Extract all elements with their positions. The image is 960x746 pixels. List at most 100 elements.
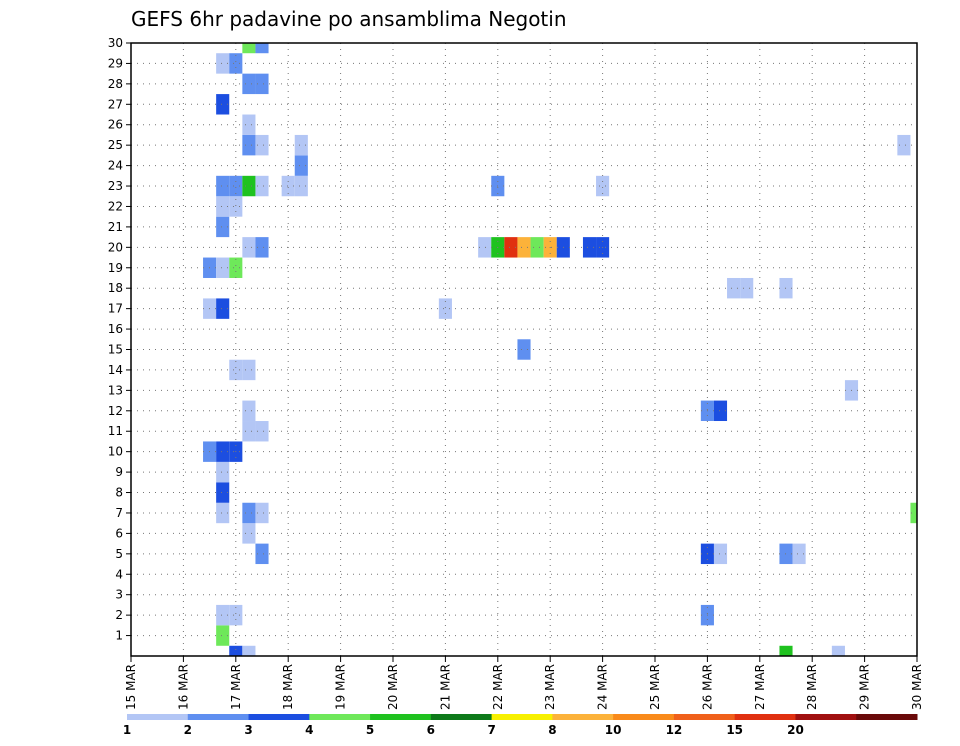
- heatmap-cell: [255, 237, 269, 258]
- heatmap-cell: [255, 421, 269, 442]
- y-tick-label: 10: [108, 445, 123, 459]
- heatmap-cell: [517, 339, 531, 360]
- heatmap-cells: [203, 43, 917, 656]
- legend-label: 10: [605, 723, 622, 737]
- heatmap-cell: [216, 625, 230, 646]
- color-legend: 1 2 3 4 5 6 7 8 10 12 15 20: [123, 714, 918, 737]
- legend-swatch: [127, 714, 189, 720]
- x-tick-label: 23 MAR: [543, 664, 557, 710]
- legend-label: 5: [366, 723, 374, 737]
- y-tick-label: 18: [108, 281, 123, 295]
- y-tick-label: 15: [108, 343, 123, 357]
- heatmap-cell: [255, 502, 269, 524]
- y-tick-label: 26: [108, 118, 123, 132]
- y-tick-label: 16: [108, 322, 123, 336]
- y-tick-label: 27: [108, 97, 123, 111]
- heatmap-cell: [740, 277, 754, 299]
- heatmap-cell: [216, 94, 230, 115]
- x-tick-label: 22 MAR: [491, 664, 505, 710]
- heatmap-cell: [910, 502, 917, 524]
- legend-label: 20: [787, 723, 804, 737]
- y-tick-label: 7: [115, 506, 123, 520]
- heatmap-cell: [255, 73, 269, 95]
- x-tick-label: 25 MAR: [648, 664, 662, 710]
- heatmap-cell: [294, 175, 308, 197]
- y-tick-label: 11: [108, 424, 123, 438]
- x-tick-label: 27 MAR: [753, 664, 767, 710]
- heatmap-cell: [294, 155, 308, 176]
- x-tick-label: 16 MAR: [176, 664, 190, 710]
- heatmap-cell: [229, 359, 243, 381]
- heatmap-cell: [294, 134, 308, 156]
- y-tick-label: 29: [108, 56, 123, 70]
- legend-label: 7: [487, 723, 495, 737]
- heatmap-cell: [242, 502, 256, 524]
- heatmap-cell: [216, 482, 230, 503]
- heatmap-cell: [255, 543, 269, 565]
- x-axis: 15 MAR 16 MAR 17 MAR 18 MAR 19 MAR 20 MAR 21 M…: [124, 656, 924, 710]
- heatmap-cell: [216, 53, 230, 74]
- y-tick-label: 8: [115, 486, 123, 500]
- y-tick-label: 9: [115, 465, 123, 479]
- heatmap-cell: [727, 277, 741, 299]
- legend-swatch: [552, 714, 614, 720]
- x-tick-label: 15 MAR: [124, 664, 138, 710]
- legend-swatch: [856, 714, 918, 720]
- legend-label: 8: [548, 723, 556, 737]
- heatmap-cell: [229, 196, 243, 217]
- y-tick-label: 5: [115, 547, 123, 561]
- heatmap-cell: [242, 73, 256, 95]
- heatmap-cell: [242, 175, 256, 197]
- x-tick-label: 30 MAR: [910, 664, 924, 710]
- x-tick-label: 29 MAR: [858, 664, 872, 710]
- heatmap-cell: [216, 216, 230, 238]
- y-axis: 1234567891011121314151617181920212223242…: [108, 36, 131, 643]
- heatmap-cell: [281, 175, 295, 197]
- heatmap-cell: [582, 237, 597, 258]
- y-tick-label: 21: [108, 220, 123, 234]
- y-tick-label: 25: [108, 138, 123, 152]
- heatmap-cell: [517, 237, 531, 258]
- heatmap-cell: [255, 175, 269, 197]
- x-tick-label: 24 MAR: [596, 664, 610, 710]
- heatmap-cell: [216, 196, 230, 217]
- heatmap-cell: [229, 257, 243, 278]
- heatmap-cell: [216, 441, 230, 462]
- y-tick-label: 3: [115, 588, 123, 602]
- y-tick-label: 13: [108, 383, 123, 397]
- legend-swatch: [734, 714, 796, 720]
- y-tick-label: 24: [108, 159, 123, 173]
- heatmap-cell: [713, 400, 728, 422]
- heatmap-cell: [216, 461, 230, 483]
- legend-swatch: [187, 714, 250, 720]
- y-tick-label: 30: [108, 36, 123, 50]
- y-tick-label: 22: [108, 199, 123, 213]
- grid-lines: [131, 43, 917, 656]
- x-tick-label: 19 MAR: [334, 664, 348, 710]
- x-tick-label: 21 MAR: [438, 664, 452, 710]
- y-tick-label: 1: [115, 629, 123, 643]
- heatmap-cell: [242, 523, 256, 544]
- heatmap-cell: [229, 53, 243, 74]
- y-tick-label: 14: [108, 363, 123, 377]
- y-tick-label: 12: [108, 404, 123, 418]
- heatmap-cell: [229, 604, 243, 626]
- heatmap-cell: [242, 134, 256, 156]
- legend-label: 15: [726, 723, 743, 737]
- heatmap-cell: [255, 134, 269, 156]
- heatmap-cell: [242, 645, 256, 656]
- heatmap-cell: [216, 604, 230, 626]
- legend-swatch: [491, 714, 553, 720]
- legend-swatch: [309, 714, 371, 720]
- heatmap-cell: [216, 298, 230, 319]
- heatmap-cell: [216, 175, 230, 197]
- legend-label: 3: [244, 723, 252, 737]
- heatmap-cell: [530, 237, 544, 258]
- legend-swatch: [673, 714, 736, 720]
- heatmap-cell: [897, 134, 911, 156]
- heatmap-cell: [242, 237, 256, 258]
- x-tick-label: 17 MAR: [229, 664, 243, 710]
- y-tick-label: 6: [115, 526, 123, 540]
- legend-label: 12: [666, 723, 683, 737]
